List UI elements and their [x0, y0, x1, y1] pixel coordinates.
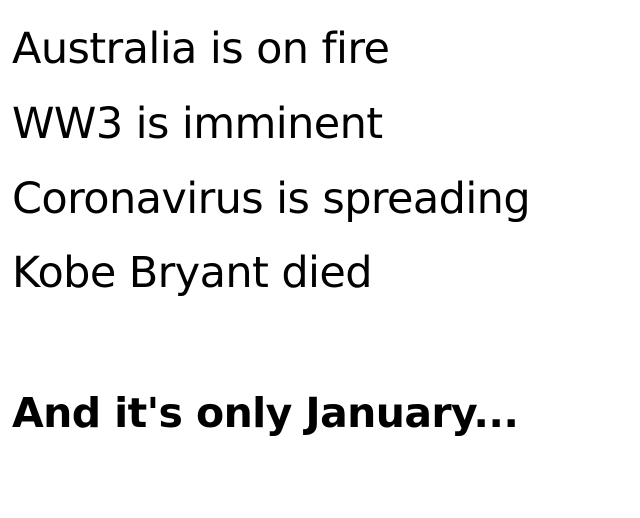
text-line-ww3: WW3 is imminent: [12, 99, 383, 149]
text-line-coronavirus: Coronavirus is spreading: [12, 174, 531, 224]
text-line-australia: Australia is on fire: [12, 24, 390, 74]
punchline-text: And it's only January...: [12, 389, 519, 437]
text-line-kobe: Kobe Bryant died: [12, 248, 373, 298]
